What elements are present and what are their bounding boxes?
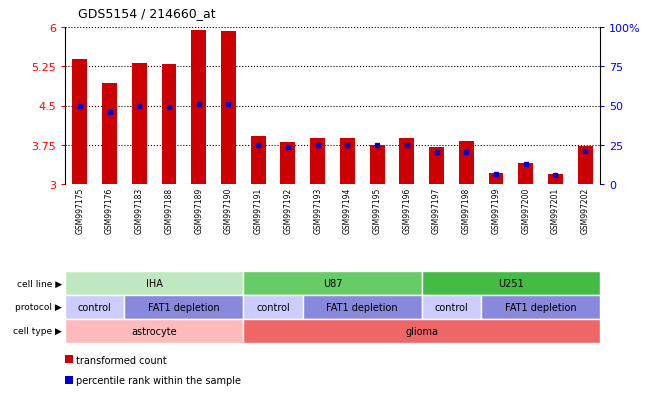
Bar <box>370 145 385 185</box>
Bar <box>429 148 444 185</box>
Text: control: control <box>256 302 290 312</box>
Text: U87: U87 <box>323 278 342 288</box>
Bar <box>65 319 243 343</box>
Bar <box>72 60 87 185</box>
Text: percentile rank within the sample: percentile rank within the sample <box>76 375 241 385</box>
Text: GSM997175: GSM997175 <box>76 187 85 233</box>
Bar <box>399 139 414 185</box>
Bar <box>132 64 146 185</box>
Text: FAT1 depletion: FAT1 depletion <box>505 302 576 312</box>
Text: GSM997188: GSM997188 <box>165 187 174 233</box>
Bar <box>221 32 236 185</box>
Bar <box>303 295 422 319</box>
Bar <box>243 295 303 319</box>
Text: glioma: glioma <box>405 326 438 336</box>
Text: control: control <box>434 302 468 312</box>
Bar <box>481 295 600 319</box>
Bar <box>102 84 117 185</box>
Text: GSM997191: GSM997191 <box>254 187 263 233</box>
Text: GSM997201: GSM997201 <box>551 187 560 233</box>
Text: GSM997196: GSM997196 <box>402 187 411 233</box>
Text: GSM997189: GSM997189 <box>194 187 203 233</box>
Text: cell line ▶: cell line ▶ <box>17 279 62 288</box>
Bar <box>577 147 592 185</box>
Text: U251: U251 <box>498 278 523 288</box>
Bar <box>422 295 481 319</box>
Bar <box>340 139 355 185</box>
Text: GSM997198: GSM997198 <box>462 187 471 233</box>
Text: GSM997195: GSM997195 <box>372 187 381 233</box>
Bar <box>124 295 243 319</box>
Bar <box>65 295 124 319</box>
Bar <box>65 271 243 295</box>
Text: GSM997183: GSM997183 <box>135 187 144 233</box>
Text: IHA: IHA <box>146 278 163 288</box>
Text: GSM997192: GSM997192 <box>283 187 292 233</box>
Bar <box>243 319 600 343</box>
Bar <box>191 31 206 185</box>
Text: GSM997202: GSM997202 <box>581 187 590 233</box>
Bar <box>548 174 563 185</box>
Text: GSM997197: GSM997197 <box>432 187 441 233</box>
Text: cell type ▶: cell type ▶ <box>13 327 62 336</box>
Bar <box>251 137 266 185</box>
Bar <box>243 271 422 295</box>
Text: GSM997194: GSM997194 <box>343 187 352 233</box>
Text: FAT1 depletion: FAT1 depletion <box>148 302 219 312</box>
Text: GSM997193: GSM997193 <box>313 187 322 233</box>
Bar <box>161 64 176 185</box>
Text: GSM997200: GSM997200 <box>521 187 530 233</box>
Text: GDS5154 / 214660_at: GDS5154 / 214660_at <box>78 7 215 20</box>
Text: FAT1 depletion: FAT1 depletion <box>326 302 398 312</box>
Text: GSM997199: GSM997199 <box>492 187 501 233</box>
Bar <box>422 271 600 295</box>
Bar <box>281 143 296 185</box>
Text: control: control <box>78 302 111 312</box>
Bar <box>311 139 325 185</box>
Text: protocol ▶: protocol ▶ <box>15 303 62 312</box>
Bar <box>518 164 533 185</box>
Text: GSM997190: GSM997190 <box>224 187 233 233</box>
Text: transformed count: transformed count <box>76 355 167 365</box>
Text: GSM997176: GSM997176 <box>105 187 114 233</box>
Bar <box>459 142 474 185</box>
Text: astrocyte: astrocyte <box>132 326 177 336</box>
Bar <box>488 173 503 185</box>
